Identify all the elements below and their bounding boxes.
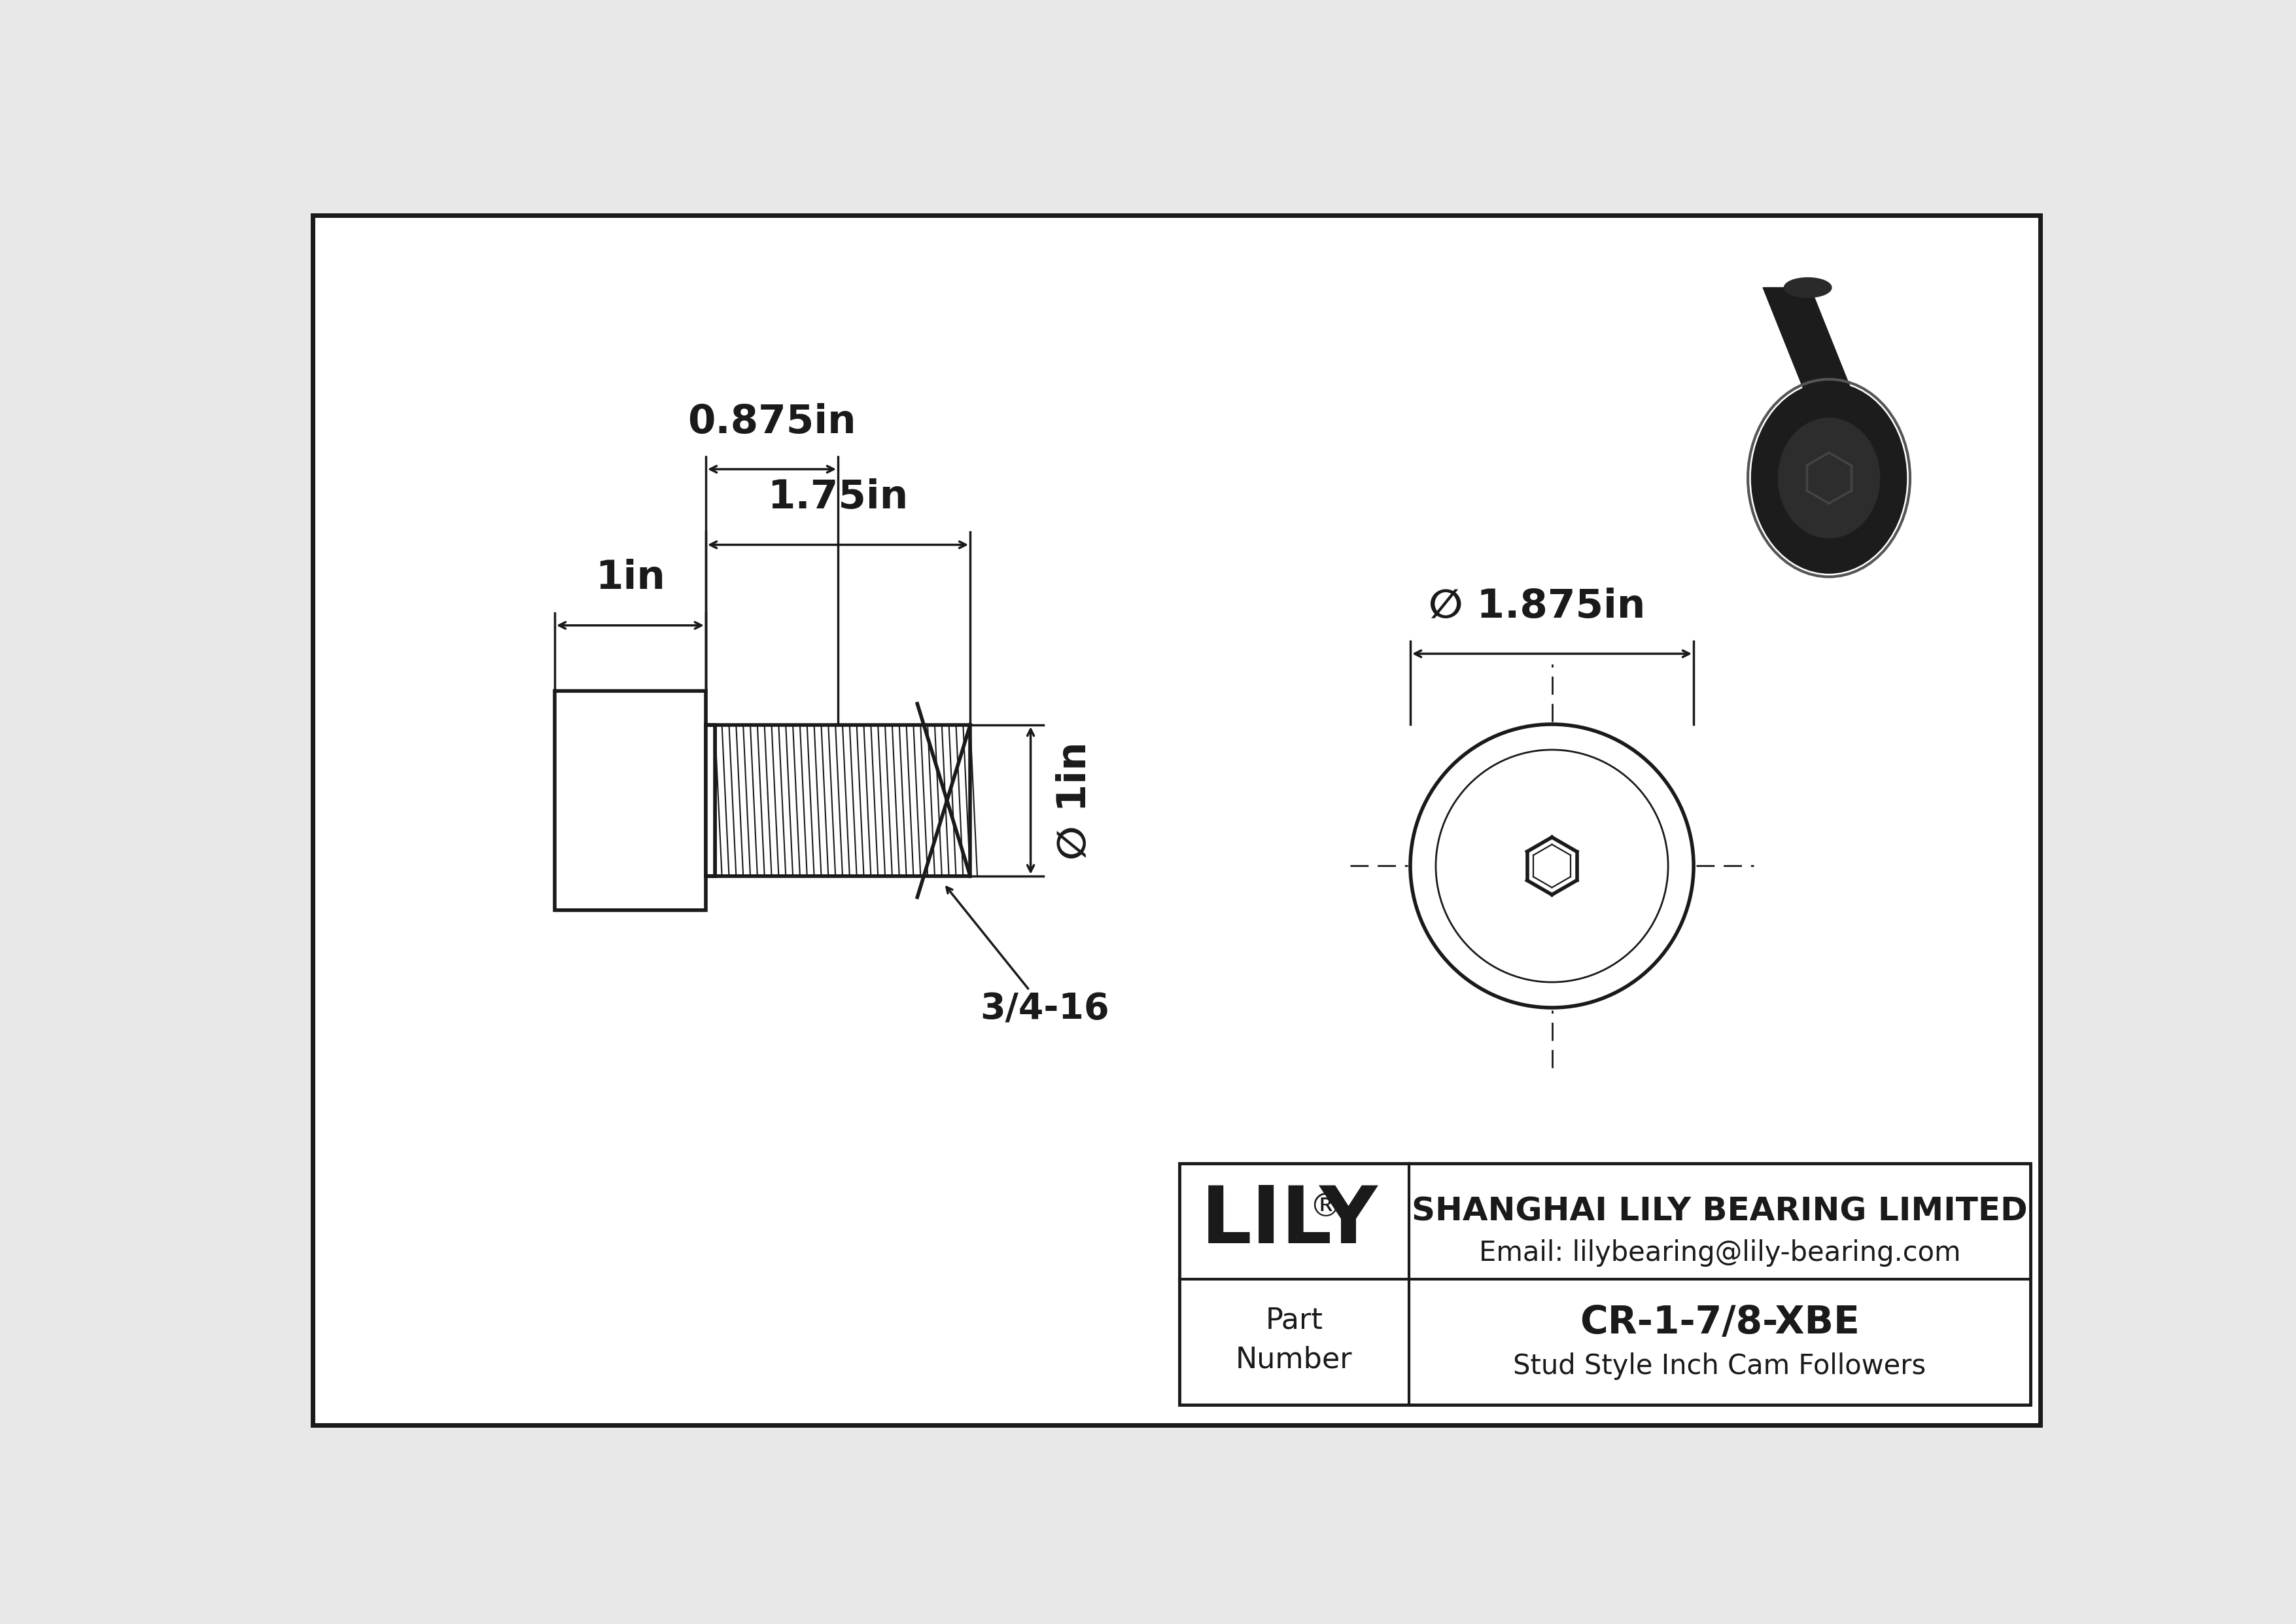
Text: SHANGHAI LILY BEARING LIMITED: SHANGHAI LILY BEARING LIMITED [1412, 1195, 2027, 1228]
Ellipse shape [1777, 417, 1880, 538]
Bar [705, 724, 714, 875]
Ellipse shape [1784, 278, 1832, 297]
Polygon shape [1763, 287, 1853, 393]
Text: LILY: LILY [1201, 1182, 1378, 1260]
Text: CR-1-7/8-XBE: CR-1-7/8-XBE [1580, 1304, 1860, 1341]
Text: Stud Style Inch Cam Followers: Stud Style Inch Cam Followers [1513, 1353, 1926, 1380]
Text: 1in: 1in [595, 559, 666, 598]
Text: ∅ 1in: ∅ 1in [1056, 742, 1095, 859]
Text: ∅ 1.875in: ∅ 1.875in [1428, 588, 1646, 625]
Circle shape [1435, 750, 1669, 983]
Bar [556, 690, 705, 909]
Text: Email: lilybearing@lily-bearing.com: Email: lilybearing@lily-bearing.com [1479, 1239, 1961, 1267]
Bar [1180, 1163, 2030, 1405]
Text: ®: ® [1309, 1192, 1341, 1223]
Text: 3/4-16: 3/4-16 [946, 887, 1109, 1028]
Bar [714, 724, 971, 875]
Text: Part
Number: Part Number [1235, 1306, 1352, 1374]
Circle shape [1410, 724, 1694, 1007]
Text: 0.875in: 0.875in [687, 403, 856, 442]
Ellipse shape [1752, 383, 1906, 573]
Text: 1.75in: 1.75in [767, 479, 909, 516]
